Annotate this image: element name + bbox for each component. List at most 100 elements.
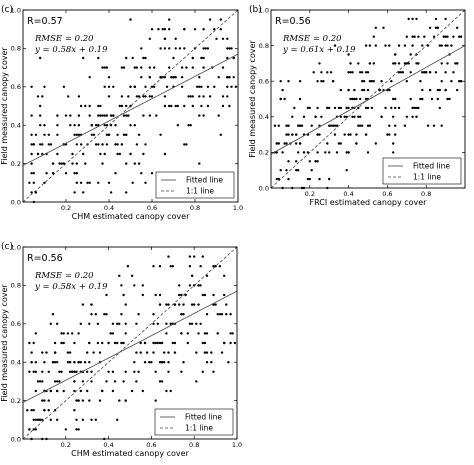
data-point <box>114 143 117 146</box>
data-point <box>94 124 98 127</box>
data-point <box>339 142 342 145</box>
data-point <box>30 351 33 354</box>
data-point <box>320 71 323 74</box>
data-point <box>438 106 441 110</box>
data-point <box>202 56 205 60</box>
data-point <box>34 389 37 393</box>
data-point <box>156 322 159 325</box>
scatter-panel: 0.2 0.4 0.6 0.8 1.0 0.0 0.2 0.4 0.6 0.8 1.0 CHM est… <box>0 5 243 221</box>
data-point <box>116 143 119 146</box>
data-point <box>219 28 222 31</box>
data-point <box>444 35 447 38</box>
data-point <box>213 85 216 89</box>
data-point <box>172 76 175 79</box>
data-point <box>409 71 412 74</box>
data-point <box>370 106 374 110</box>
data-point <box>339 115 342 119</box>
data-point <box>56 322 59 325</box>
data-point <box>107 181 111 184</box>
data-point <box>118 152 122 156</box>
data-point <box>36 380 40 383</box>
data-point <box>142 152 145 156</box>
data-point <box>186 332 189 335</box>
data-point <box>68 361 72 364</box>
data-point <box>58 370 61 373</box>
data-point <box>51 361 55 364</box>
x-axis-label: CHM estimated canopy cover <box>72 212 190 221</box>
data-point <box>152 313 155 316</box>
data-point <box>331 80 335 83</box>
rmse-value: RMSE = 0.20 <box>34 34 94 44</box>
data-point <box>426 124 430 127</box>
data-point <box>103 114 106 117</box>
data-point <box>43 133 46 136</box>
data-point <box>99 114 102 117</box>
x-tick-label: 0.4 <box>343 190 353 198</box>
data-point <box>205 332 209 335</box>
data-point <box>191 104 194 108</box>
data-point <box>201 370 204 373</box>
data-point <box>218 265 222 268</box>
data-point <box>361 80 364 83</box>
data-point <box>195 351 198 354</box>
data-point <box>118 274 121 277</box>
data-point <box>51 313 55 316</box>
data-point <box>56 389 59 393</box>
data-point <box>30 114 33 117</box>
data-point <box>73 172 76 175</box>
data-point <box>135 351 138 354</box>
data-point <box>118 322 121 325</box>
data-point <box>142 114 145 117</box>
data-point <box>328 124 331 127</box>
data-point <box>438 44 441 47</box>
regression-equation: y = 0.58x + 0.19 <box>34 45 108 55</box>
data-point <box>372 62 375 65</box>
data-point <box>30 361 33 364</box>
data-point <box>382 26 385 29</box>
data-point <box>56 114 59 117</box>
data-point <box>173 303 177 306</box>
rmse-value: RMSE = 0.20 <box>282 34 342 44</box>
data-point <box>397 71 401 74</box>
data-point <box>165 85 169 89</box>
data-point <box>114 172 117 175</box>
data-point <box>306 177 310 181</box>
data-point <box>444 71 447 74</box>
data-point <box>212 293 215 297</box>
data-point <box>390 80 393 83</box>
data-point <box>176 124 179 127</box>
data-point <box>79 181 83 184</box>
data-point <box>75 418 78 421</box>
data-point <box>73 133 76 136</box>
data-point <box>125 162 128 165</box>
y-axis-label: Field measured canopy cover <box>0 47 9 165</box>
data-point <box>335 151 339 154</box>
data-point <box>180 370 183 373</box>
data-point <box>30 162 33 165</box>
data-point <box>452 71 455 74</box>
data-point <box>232 76 235 79</box>
data-point <box>56 152 59 156</box>
data-point <box>167 303 170 306</box>
data-point <box>372 35 375 38</box>
data-point <box>73 380 76 383</box>
data-point <box>97 143 100 146</box>
data-point <box>210 351 213 354</box>
data-point <box>190 303 194 306</box>
data-point <box>275 151 278 154</box>
legend: Fitted line 1:1 line <box>382 157 462 185</box>
data-point <box>165 322 168 325</box>
data-point <box>53 380 57 383</box>
data-point <box>191 95 194 98</box>
data-point <box>318 177 321 181</box>
data-point <box>163 152 167 156</box>
data-point <box>349 62 352 65</box>
data-point <box>97 114 100 117</box>
data-point <box>88 76 91 79</box>
y-tick-label: 0.8 <box>11 282 21 290</box>
data-point <box>208 18 212 21</box>
data-point <box>226 95 229 98</box>
data-point <box>158 341 162 345</box>
data-point <box>165 332 168 335</box>
data-point <box>47 143 50 146</box>
